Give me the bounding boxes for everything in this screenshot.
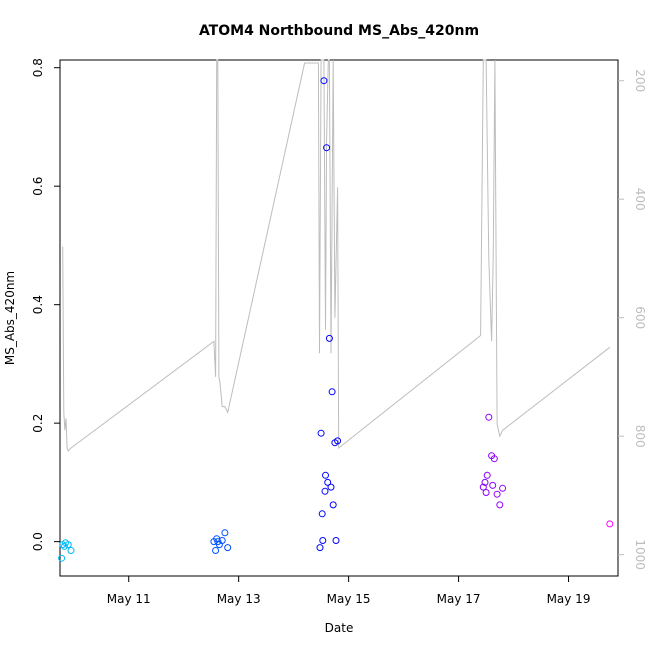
y-tick-label: 0.6 <box>31 177 45 196</box>
line-series <box>62 59 611 452</box>
plot-frame <box>59 59 619 577</box>
x-axis-label: Date <box>325 621 354 635</box>
data-point <box>490 455 498 463</box>
data-point <box>58 554 66 562</box>
y2-tick-label: 600 <box>633 306 647 329</box>
y-tick-label: 0.8 <box>31 58 45 77</box>
data-point <box>325 334 333 342</box>
data-point <box>317 429 325 437</box>
line-path <box>62 59 611 452</box>
points-series <box>58 77 614 562</box>
y-tick-label: 0.4 <box>31 295 45 314</box>
data-point <box>329 501 337 509</box>
x-tick-label: May 19 <box>547 592 591 606</box>
data-point <box>493 490 501 498</box>
y-axis-label: MS_Abs_420nm <box>3 271 17 365</box>
data-point <box>60 542 68 550</box>
data-point <box>319 537 327 544</box>
data-point <box>318 510 326 518</box>
data-point <box>482 489 490 496</box>
data-point <box>316 544 324 552</box>
data-point <box>485 413 493 421</box>
y2-axis: 200 400 600 800 1000 <box>618 69 647 570</box>
y-tick-label: 0.2 <box>31 414 45 433</box>
data-point <box>479 483 487 491</box>
data-point <box>221 529 229 537</box>
data-point <box>328 388 336 396</box>
data-point <box>322 471 329 479</box>
x-axis: May 11 May 13 May 15 May 17 May 19 <box>107 576 591 606</box>
data-point <box>334 437 342 445</box>
data-point <box>324 478 332 486</box>
chart-title: ATOM4 Northbound MS_Abs_420nm <box>199 23 479 39</box>
data-point <box>214 538 222 546</box>
y-axis: 0.0 0.2 0.4 0.6 0.8 <box>31 58 60 551</box>
data-point <box>224 544 232 552</box>
data-point <box>67 547 75 554</box>
data-point <box>499 484 507 492</box>
data-point <box>327 483 335 491</box>
data-point <box>332 537 340 544</box>
x-tick-label: May 13 <box>217 592 261 606</box>
data-point <box>489 481 497 489</box>
data-point <box>64 541 72 549</box>
data-point <box>483 471 491 479</box>
y-tick-label: 0.0 <box>31 532 45 551</box>
data-point <box>496 501 504 509</box>
data-point <box>323 144 331 152</box>
y2-tick-label: 800 <box>633 425 647 448</box>
y2-tick-label: 400 <box>633 188 647 211</box>
x-tick-label: May 15 <box>327 592 371 606</box>
data-point <box>481 478 489 486</box>
x-tick-label: May 11 <box>107 592 151 606</box>
data-point <box>321 487 329 495</box>
x-tick-label: May 17 <box>437 592 481 606</box>
data-point <box>606 520 614 528</box>
data-point <box>320 77 328 85</box>
y2-tick-label: 1000 <box>633 539 647 570</box>
data-point <box>212 547 220 554</box>
y2-tick-label: 200 <box>633 69 647 92</box>
data-point <box>218 537 226 544</box>
